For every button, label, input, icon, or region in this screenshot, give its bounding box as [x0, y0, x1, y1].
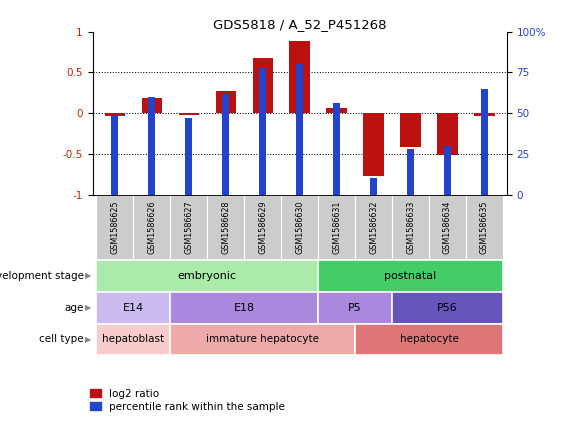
Bar: [222, 93, 229, 195]
Text: GSM1586631: GSM1586631: [332, 201, 341, 254]
Title: GDS5818 / A_52_P451268: GDS5818 / A_52_P451268: [213, 18, 386, 30]
Bar: [392, 195, 429, 260]
Bar: [259, 68, 266, 195]
Bar: [170, 324, 355, 355]
Bar: [142, 99, 162, 113]
Bar: [178, 113, 199, 115]
Legend: log2 ratio, percentile rank within the sample: log2 ratio, percentile rank within the s…: [86, 385, 290, 416]
Bar: [437, 113, 457, 156]
Text: GSM1586628: GSM1586628: [221, 201, 230, 254]
Bar: [252, 58, 273, 113]
Bar: [318, 292, 392, 324]
Bar: [244, 195, 281, 260]
Text: GSM1586630: GSM1586630: [295, 201, 304, 254]
Bar: [207, 195, 244, 260]
Text: development stage: development stage: [0, 271, 84, 281]
Text: GSM1586626: GSM1586626: [147, 201, 156, 254]
Bar: [355, 195, 392, 260]
Bar: [400, 113, 421, 147]
Bar: [133, 195, 170, 260]
Bar: [444, 146, 451, 195]
Bar: [364, 113, 384, 176]
Bar: [370, 179, 377, 195]
Text: immature hepatocyte: immature hepatocyte: [206, 335, 319, 344]
Bar: [318, 260, 503, 292]
Text: embryonic: embryonic: [178, 271, 237, 281]
Bar: [474, 113, 494, 116]
Text: ▶: ▶: [85, 303, 91, 312]
Bar: [96, 260, 318, 292]
Bar: [112, 116, 118, 195]
Text: E14: E14: [123, 303, 144, 313]
Text: GSM1586627: GSM1586627: [184, 201, 193, 254]
Bar: [290, 41, 310, 113]
Bar: [170, 292, 318, 324]
Text: hepatoblast: hepatoblast: [102, 335, 164, 344]
Bar: [185, 118, 192, 195]
Text: GSM1586633: GSM1586633: [406, 201, 415, 254]
Text: ▶: ▶: [85, 335, 91, 344]
Text: ▶: ▶: [85, 272, 91, 280]
Text: postnatal: postnatal: [384, 271, 437, 281]
Text: hepatocyte: hepatocyte: [400, 335, 459, 344]
Bar: [318, 195, 355, 260]
Text: P56: P56: [437, 303, 458, 313]
Text: GSM1586634: GSM1586634: [443, 201, 452, 254]
Bar: [334, 103, 340, 195]
Text: GSM1586632: GSM1586632: [369, 201, 378, 254]
Bar: [481, 89, 488, 195]
Bar: [96, 324, 170, 355]
Bar: [296, 64, 303, 195]
Bar: [281, 195, 318, 260]
Text: GSM1586625: GSM1586625: [111, 201, 119, 254]
Bar: [466, 195, 503, 260]
Bar: [148, 97, 155, 195]
Bar: [429, 195, 466, 260]
Text: P5: P5: [348, 303, 362, 313]
Text: E18: E18: [233, 303, 255, 313]
Text: GSM1586635: GSM1586635: [480, 201, 489, 254]
Bar: [215, 91, 236, 113]
Text: GSM1586629: GSM1586629: [258, 201, 267, 254]
Bar: [355, 324, 503, 355]
Bar: [392, 292, 503, 324]
Bar: [96, 195, 133, 260]
Bar: [96, 292, 170, 324]
Bar: [327, 108, 347, 113]
Bar: [170, 195, 207, 260]
Text: cell type: cell type: [39, 335, 84, 344]
Bar: [105, 113, 125, 115]
Text: age: age: [65, 303, 84, 313]
Bar: [407, 149, 414, 195]
